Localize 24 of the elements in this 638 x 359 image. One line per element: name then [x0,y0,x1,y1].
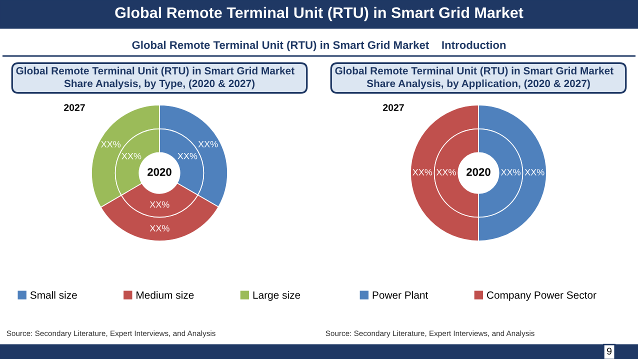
data-label: XX% [524,169,544,176]
chart-title: Global Remote Terminal Unit (RTU) in Smart Grid Market Share Analysis, by Application, (2020 & 2027) [335,66,614,90]
legend-label: Small size [30,291,77,299]
text: 2020 [148,168,172,176]
data-label: XX% [101,141,121,148]
data-label: XX% [500,169,521,176]
legend-label: Medium size [136,291,194,299]
data-label: XX% [150,201,170,208]
text: 2020 [466,168,490,176]
legend-label: Company Power Sector [487,291,596,301]
data-label: XX% [122,152,142,160]
chart-title: Global Remote Terminal Unit (RTU) in Smart Grid Market Share Analysis, by Type, (2020 & 2027) [16,66,294,90]
data-label: XX% [178,152,198,160]
data-label: XX% [150,225,170,232]
text: 9 [607,348,612,355]
data-label: XX% [412,169,432,176]
legend-label: Power Plant [372,291,428,299]
legend-label: Large size [253,291,300,301]
data-label: XX% [436,169,456,176]
data-label: XX% [198,140,218,148]
text: Global Remote Terminal Unit (RTU) in Smart Grid Market Introduction [132,40,506,52]
text: Global Remote Terminal Unit (RTU) in Smart Grid Market [115,6,524,22]
text: 2027 [383,104,404,112]
text: 2027 [64,104,85,112]
